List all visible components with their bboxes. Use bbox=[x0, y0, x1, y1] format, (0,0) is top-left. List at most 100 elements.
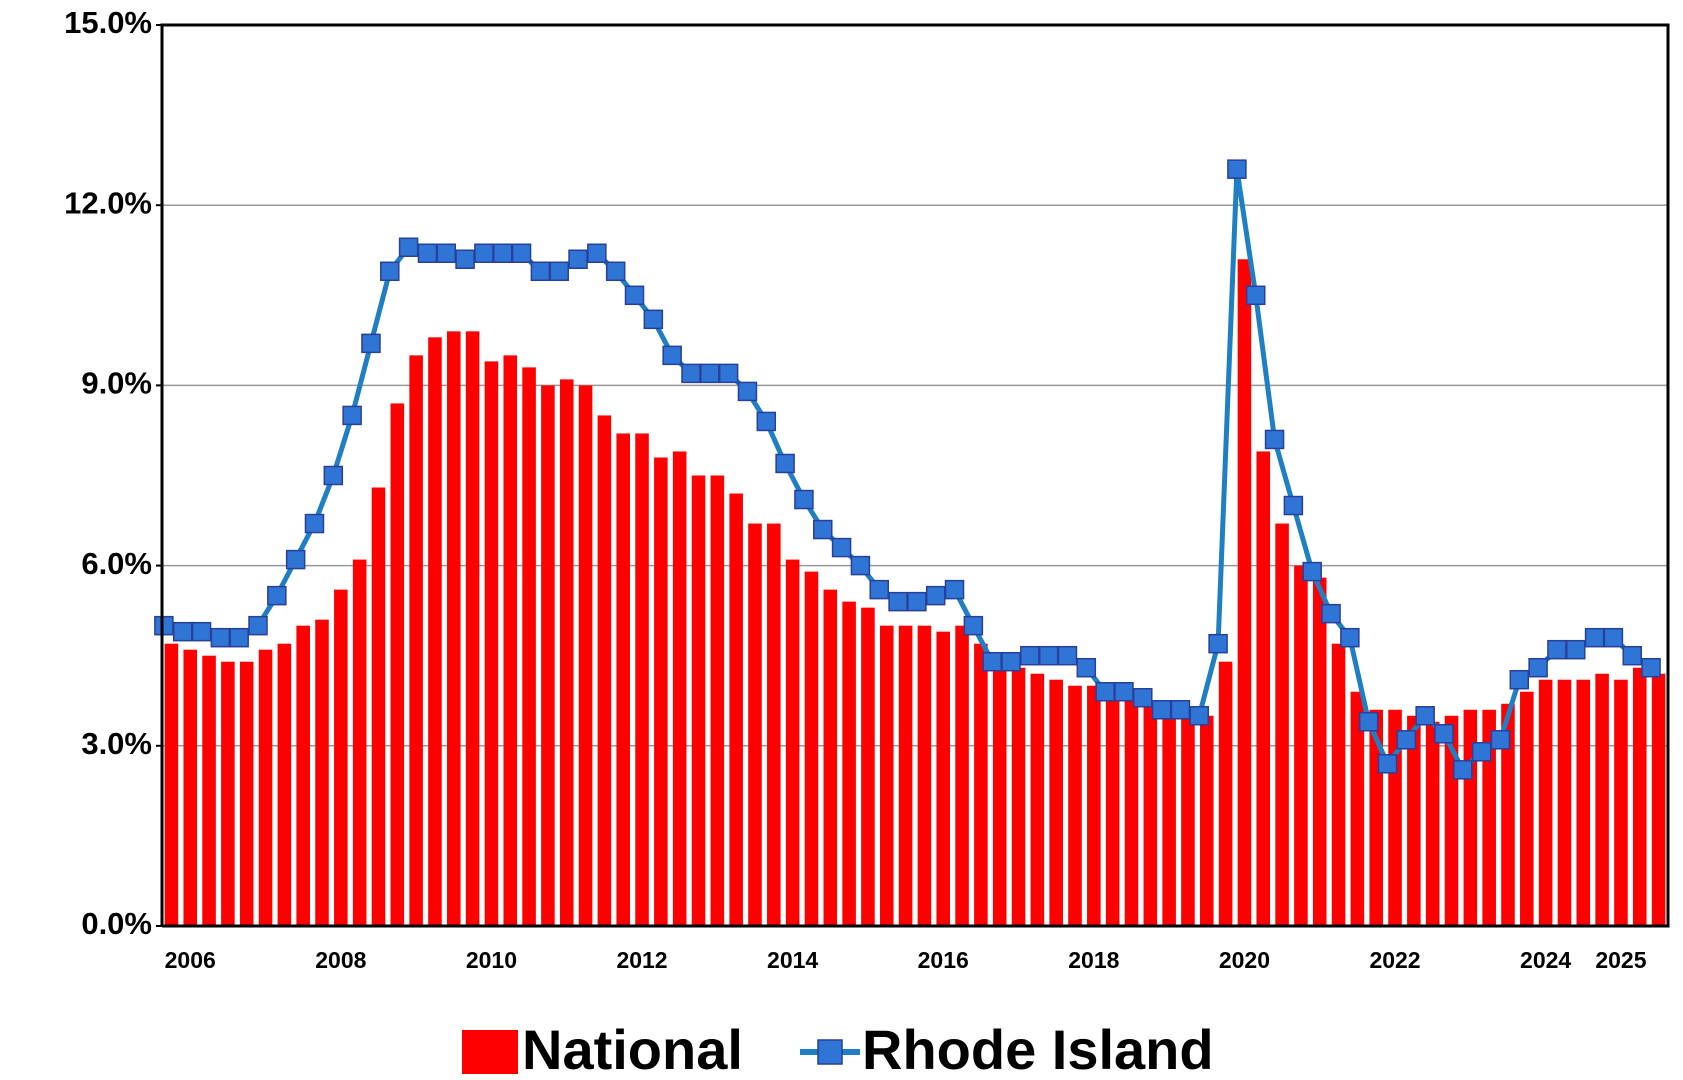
y-tick-label: 3.0% bbox=[81, 726, 152, 761]
x-tick-label: 2006 bbox=[165, 947, 216, 973]
marker bbox=[210, 627, 231, 648]
bar bbox=[390, 403, 405, 926]
bar bbox=[879, 625, 894, 926]
x-tick-label: 2014 bbox=[767, 947, 818, 973]
bar bbox=[1407, 715, 1421, 926]
marker bbox=[511, 243, 532, 264]
bar bbox=[917, 625, 932, 926]
bar bbox=[1557, 679, 1572, 926]
marker bbox=[643, 309, 664, 330]
bar bbox=[672, 451, 687, 926]
marker bbox=[154, 615, 174, 636]
marker bbox=[963, 615, 984, 636]
marker bbox=[813, 519, 833, 540]
marker bbox=[1358, 712, 1379, 732]
marker bbox=[549, 261, 569, 282]
bar bbox=[1218, 661, 1233, 926]
bar bbox=[1576, 679, 1591, 926]
marker bbox=[436, 243, 457, 264]
marker bbox=[248, 615, 268, 636]
legend-swatch bbox=[462, 1030, 518, 1074]
marker bbox=[1453, 760, 1473, 780]
bar bbox=[522, 367, 536, 926]
bar bbox=[823, 589, 838, 926]
marker bbox=[850, 555, 871, 576]
marker bbox=[794, 489, 814, 510]
bar bbox=[1087, 685, 1101, 926]
bar bbox=[1312, 577, 1327, 926]
marker bbox=[1396, 730, 1417, 750]
bar bbox=[1614, 679, 1628, 926]
y-tick-label: 6.0% bbox=[81, 546, 152, 581]
marker bbox=[907, 591, 927, 612]
bar bbox=[1275, 523, 1289, 926]
marker bbox=[1283, 495, 1304, 516]
bar bbox=[258, 649, 273, 926]
marker bbox=[1415, 706, 1435, 726]
bar bbox=[1538, 679, 1553, 926]
marker bbox=[398, 237, 419, 257]
marker bbox=[1001, 651, 1021, 672]
marker bbox=[417, 243, 438, 264]
x-tick-label: 2008 bbox=[315, 947, 366, 973]
bar bbox=[1068, 685, 1082, 926]
bar bbox=[804, 571, 819, 926]
x-tick-label: 2024 bbox=[1520, 947, 1571, 973]
bar bbox=[447, 331, 461, 927]
bar bbox=[974, 643, 988, 926]
marker bbox=[1434, 724, 1454, 744]
x-tick-label: 2018 bbox=[1068, 947, 1119, 973]
marker bbox=[888, 591, 908, 612]
marker bbox=[568, 249, 588, 270]
y-tick-label: 0.0% bbox=[81, 906, 152, 941]
bar bbox=[691, 475, 706, 926]
marker bbox=[756, 411, 777, 432]
marker bbox=[1189, 706, 1210, 726]
marker bbox=[1133, 687, 1153, 708]
bar bbox=[1331, 643, 1346, 926]
bar bbox=[1256, 451, 1271, 926]
bar bbox=[578, 385, 593, 926]
marker bbox=[1528, 657, 1548, 678]
marker bbox=[455, 249, 475, 270]
bar bbox=[296, 625, 310, 926]
x-tick-label: 2020 bbox=[1219, 947, 1270, 973]
marker bbox=[1114, 681, 1134, 702]
plot-frame bbox=[160, 23, 1670, 928]
bar bbox=[955, 625, 969, 926]
bar bbox=[221, 661, 235, 926]
bar bbox=[1105, 697, 1120, 926]
marker bbox=[172, 621, 193, 642]
marker bbox=[775, 453, 795, 474]
bar bbox=[767, 523, 781, 926]
marker bbox=[191, 621, 212, 642]
marker bbox=[1321, 603, 1341, 624]
marker bbox=[624, 285, 645, 306]
bar bbox=[503, 355, 518, 926]
marker bbox=[1302, 561, 1322, 582]
marker bbox=[944, 579, 965, 600]
marker bbox=[925, 585, 946, 606]
marker bbox=[380, 261, 400, 282]
bar bbox=[164, 643, 179, 926]
bar bbox=[1030, 673, 1045, 926]
marker bbox=[718, 363, 739, 384]
marker bbox=[1170, 700, 1191, 720]
x-tick-label: 2025 bbox=[1595, 947, 1646, 973]
marker bbox=[1490, 730, 1511, 750]
bar bbox=[239, 661, 254, 926]
marker bbox=[1471, 742, 1492, 762]
marker bbox=[285, 549, 306, 570]
bar bbox=[202, 655, 216, 926]
marker bbox=[1603, 627, 1624, 648]
marker bbox=[869, 579, 889, 600]
y-tick-label: 15.0% bbox=[64, 5, 152, 40]
bar bbox=[1482, 709, 1496, 926]
marker bbox=[737, 381, 758, 402]
bar bbox=[183, 649, 198, 926]
bar bbox=[936, 631, 951, 926]
marker bbox=[1622, 645, 1642, 666]
legend-marker bbox=[817, 1039, 843, 1065]
bar bbox=[710, 475, 725, 926]
